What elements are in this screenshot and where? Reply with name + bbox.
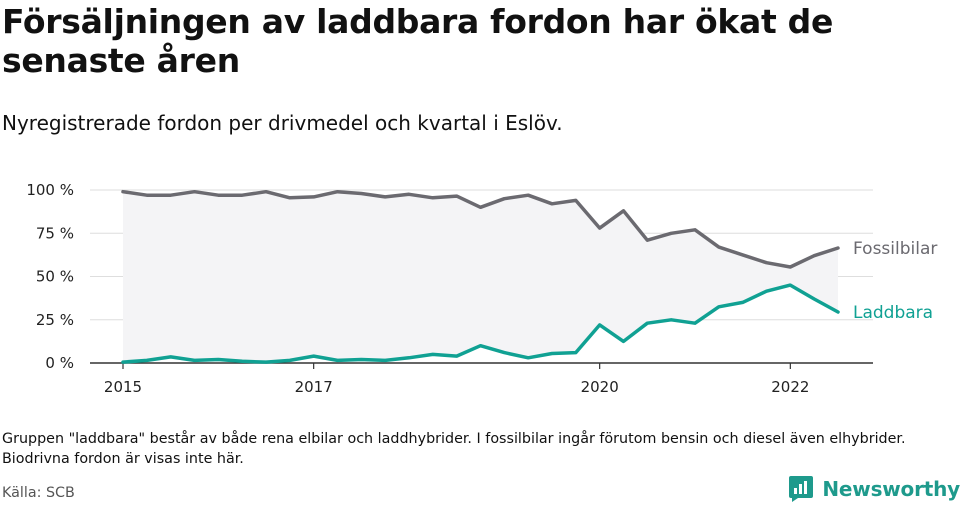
line-chart: 0 % 25 % 50 % 75 % 100 % 2015 2017 2020 2022 Fo… [26,181,937,396]
series-line-laddbara [121,283,840,364]
area-between-series [123,191,838,363]
y-tick-label: 100 % [26,181,74,199]
series-label-laddbara: Laddbara [853,303,933,323]
y-tick-label: 50 % [36,268,74,286]
footnote: Gruppen "laddbara" består av både rena e… [2,431,906,467]
x-tick-label: 2020 [581,378,619,396]
newsworthy-logo-icon [789,476,814,502]
brand[interactable]: Newsworthy [788,474,960,504]
y-axis: 0 % 25 % 50 % 75 % 100 % [26,181,74,372]
y-tick-label: 0 % [45,354,74,372]
chart-title: Försäljningen av laddbara fordon har öka… [2,2,834,80]
y-tick-label: 25 % [36,311,74,329]
chart-subtitle: Nyregistrerade fordon per drivmedel och … [2,111,563,135]
x-tick-label: 2015 [104,378,142,396]
x-tick-label: 2022 [771,378,809,396]
x-axis: 2015 2017 2020 2022 [104,363,809,396]
x-tick-label: 2017 [295,378,333,396]
brand-name: Newsworthy [822,477,960,501]
y-tick-label: 75 % [36,224,74,242]
source: Källa: SCB [2,485,75,501]
series-label-fossilbilar: Fossilbilar [853,239,937,259]
series-line-fossilbilar [121,189,840,269]
